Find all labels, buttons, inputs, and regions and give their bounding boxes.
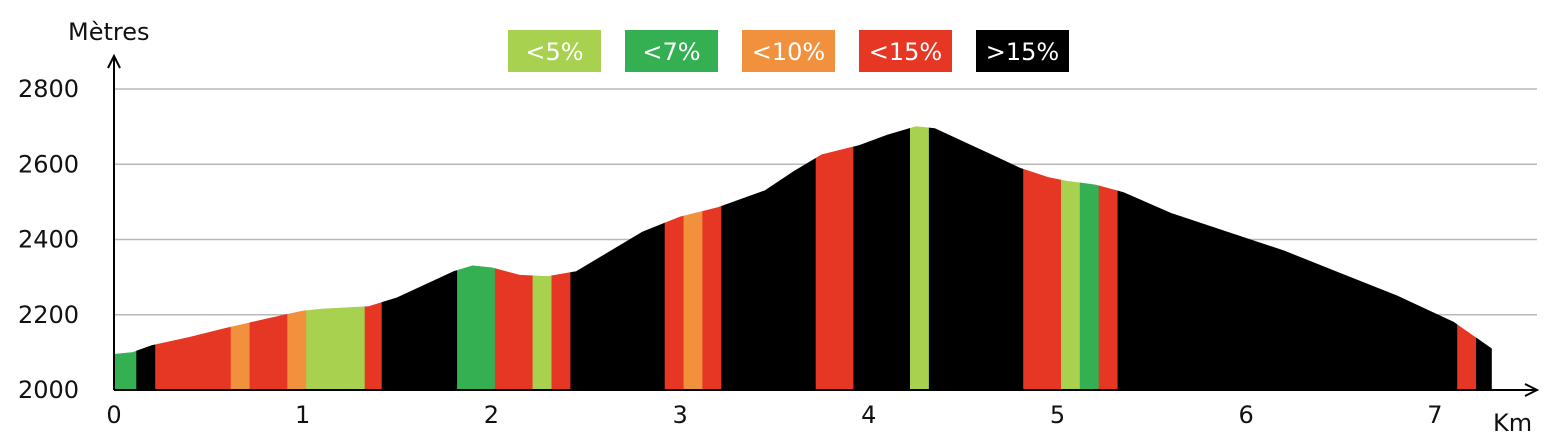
y-tick-label: 2000 bbox=[18, 376, 79, 404]
legend-item-lt10: <10% bbox=[742, 30, 835, 72]
profile-segment-gt15 bbox=[381, 269, 458, 391]
profile-segment-lt15 bbox=[1457, 324, 1477, 391]
x-tick-label: 1 bbox=[295, 401, 310, 429]
legend-item-lt7: <7% bbox=[625, 30, 718, 72]
profile-segment-lt10 bbox=[287, 310, 307, 391]
profile-segment-lt15 bbox=[1098, 185, 1119, 391]
legend-swatch bbox=[859, 30, 952, 72]
profile-segment-lt15 bbox=[155, 326, 232, 391]
profile-segment-lt15 bbox=[664, 215, 685, 391]
x-tick-label: 2 bbox=[484, 401, 499, 429]
legend-item-lt5: <5% bbox=[508, 30, 601, 72]
x-axis-title: Km bbox=[1493, 409, 1532, 437]
profile-segment-lt15 bbox=[1023, 168, 1062, 391]
x-tick-label: 7 bbox=[1427, 401, 1442, 429]
legend-swatch bbox=[742, 30, 835, 72]
legend-label: <15% bbox=[869, 38, 942, 66]
profile-segment-lt5 bbox=[306, 306, 366, 391]
profile-segment-lt7 bbox=[113, 350, 137, 391]
profile-segment-lt15 bbox=[249, 313, 288, 391]
legend-item-lt15: <15% bbox=[859, 30, 952, 72]
profile-segment-gt15 bbox=[1476, 337, 1492, 391]
profile-segment-lt15 bbox=[551, 272, 571, 391]
x-tick-label: 6 bbox=[1239, 401, 1254, 429]
x-tick-label: 0 bbox=[106, 401, 121, 429]
legend-item-gt15: >15% bbox=[976, 30, 1069, 72]
axes bbox=[107, 53, 1540, 397]
profile-segment-lt5 bbox=[910, 126, 930, 391]
x-tick-label: 4 bbox=[861, 401, 876, 429]
y-tick-label: 2400 bbox=[18, 226, 79, 254]
profile-segment-gt15 bbox=[928, 127, 1024, 391]
x-axis-arrow bbox=[1524, 383, 1540, 397]
profile-segment-gt15 bbox=[853, 127, 911, 391]
profile-segment-lt5 bbox=[532, 275, 553, 391]
profile-segment-gt15 bbox=[1117, 190, 1458, 391]
profile-segment-lt10 bbox=[230, 322, 251, 391]
legend: <5% <7% <10% <15% >15% bbox=[508, 30, 1069, 72]
y-tick-label: 2200 bbox=[18, 301, 79, 329]
legend-label: <10% bbox=[752, 38, 825, 66]
profile-segment-lt7 bbox=[457, 265, 496, 391]
x-tick-label: 3 bbox=[672, 401, 687, 429]
profile-segment-lt7 bbox=[1079, 182, 1100, 391]
profile-segment-lt10 bbox=[683, 210, 703, 391]
legend-label: >15% bbox=[986, 38, 1059, 66]
x-tick-labels: 0 1 2 3 4 5 6 7 bbox=[106, 401, 1442, 429]
legend-label: <5% bbox=[525, 38, 583, 66]
gradient-segments bbox=[113, 126, 1492, 391]
profile-segment-lt15 bbox=[364, 301, 383, 391]
profile-segment-lt15 bbox=[494, 268, 534, 391]
y-tick-label: 2600 bbox=[18, 150, 79, 178]
y-tick-labels: 2000 2200 2400 2600 2800 bbox=[18, 75, 79, 404]
profile-segment-lt15 bbox=[702, 205, 722, 391]
profile-segment-gt15 bbox=[721, 157, 817, 391]
profile-segment-gt15 bbox=[570, 222, 666, 391]
legend-swatch bbox=[625, 30, 718, 72]
y-tick-label: 2800 bbox=[18, 75, 79, 103]
y-axis-title: Mètres bbox=[68, 18, 150, 46]
profile-segment-lt5 bbox=[1061, 179, 1081, 391]
profile-segment-gt15 bbox=[136, 344, 156, 391]
legend-label: <7% bbox=[642, 38, 700, 66]
legend-swatch bbox=[976, 30, 1069, 72]
y-axis-arrow bbox=[107, 53, 121, 69]
profile-segment-lt15 bbox=[815, 146, 854, 391]
legend-swatch bbox=[508, 30, 601, 72]
x-tick-label: 5 bbox=[1050, 401, 1065, 429]
